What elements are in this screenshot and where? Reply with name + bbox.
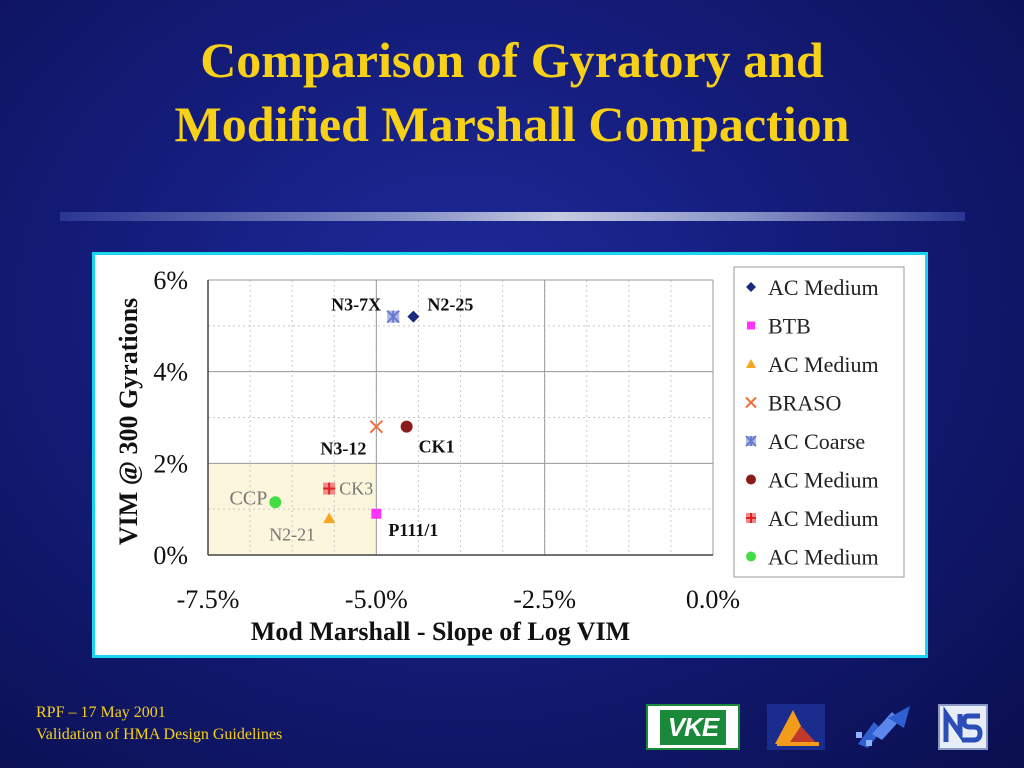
legend-marker-shape: [746, 474, 756, 485]
point-label: N3-7X: [331, 295, 381, 315]
point-label: N2-25: [427, 295, 473, 315]
legend-marker-shape: [746, 282, 756, 292]
point-label: P111/1: [388, 520, 438, 540]
data-point-n2-21: [323, 512, 336, 524]
legend-marker: [746, 513, 756, 523]
data-point-n2-25: [407, 310, 420, 323]
legend-label: AC Medium: [768, 506, 879, 531]
x-tick-label: -7.5%: [177, 585, 240, 614]
title-divider: [60, 212, 965, 221]
legend-marker: [746, 474, 756, 485]
data-point-ck3: [323, 482, 336, 495]
vke-logo-text: VKE: [659, 709, 727, 745]
ns-logo: [938, 704, 988, 750]
legend-label: AC Medium: [768, 545, 879, 570]
legend-marker: [746, 282, 756, 292]
legend-marker-shape: [746, 551, 756, 562]
data-point-n2-21-shape: [323, 512, 336, 524]
data-point-n3-12: [369, 419, 384, 434]
data-point-ck1-shape: [400, 420, 413, 433]
slide-title: Comparison of Gyratory and Modified Mars…: [0, 28, 1024, 156]
legend-label: AC Medium: [768, 275, 879, 300]
point-label: N2-21: [269, 524, 315, 544]
x-axis-title: Mod Marshall - Slope of Log VIM: [251, 617, 630, 646]
legend-marker: [746, 551, 756, 562]
data-point-ccp-shape: [269, 496, 282, 509]
x-tick-label: -5.0%: [345, 585, 408, 614]
scatter-chart: -7.5% -5.0% -2.5% 0.0% 0% 2% 4% 6% Mod Marshall …: [114, 266, 905, 646]
vke-logo: VKE: [646, 704, 740, 750]
point-label: CK1: [419, 437, 455, 457]
footer: RPF – 17 May 2001 Validation of HMA Desi…: [36, 702, 282, 746]
point-label: N3-12: [320, 439, 366, 459]
y-tick-label: 4%: [153, 358, 188, 387]
legend-label: BTB: [768, 314, 811, 339]
legend-marker-stroke: [745, 396, 757, 409]
slide-title-line1: Comparison of Gyratory and: [200, 32, 824, 88]
footer-date: RPF – 17 May 2001: [36, 704, 166, 721]
point-label: CK3: [339, 479, 373, 499]
data-point-ccp: [269, 496, 282, 509]
data-point-p111-1: [371, 508, 382, 519]
legend-marker: [745, 396, 757, 409]
point-label: CCP: [230, 487, 268, 509]
legend-marker: [747, 321, 755, 330]
legend-box: [733, 266, 905, 578]
y-tick-label: 0%: [153, 541, 188, 570]
y-axis-title: VIM @ 300 Gyrations: [114, 298, 143, 545]
legend-marker: [746, 359, 756, 368]
y-tick-label: 6%: [153, 266, 188, 295]
data-point-n2-25-shape: [407, 310, 420, 323]
legend-label: BRASO: [768, 391, 841, 416]
legend-marker-shape: [747, 321, 755, 330]
x-tick-label: -2.5%: [513, 585, 576, 614]
data-point-n3-7x: [386, 310, 400, 324]
x-tick-label: 0.0%: [686, 585, 740, 614]
legend-label: AC Medium: [768, 352, 879, 377]
y-tick-label: 2%: [153, 449, 188, 478]
legend-marker-shape: [746, 359, 756, 368]
legend-marker: [745, 435, 757, 447]
chart-panel: -7.5% -5.0% -2.5% 0.0% 0% 2% 4% 6% Mod Marshall …: [92, 252, 928, 658]
legend-label: AC Coarse: [768, 429, 865, 454]
legend-label: AC Medium: [768, 468, 879, 493]
data-point-n3-12-stroke: [369, 419, 384, 434]
slide-title-line2: Modified Marshall Compaction: [174, 96, 850, 152]
orange-arrow-logo: [767, 704, 825, 750]
footer-subtitle: Validation of HMA Design Guidelines: [36, 726, 283, 743]
data-point-p111-1-shape: [371, 508, 382, 519]
data-point-ck1: [400, 420, 413, 433]
arrows-logo: [852, 704, 912, 750]
